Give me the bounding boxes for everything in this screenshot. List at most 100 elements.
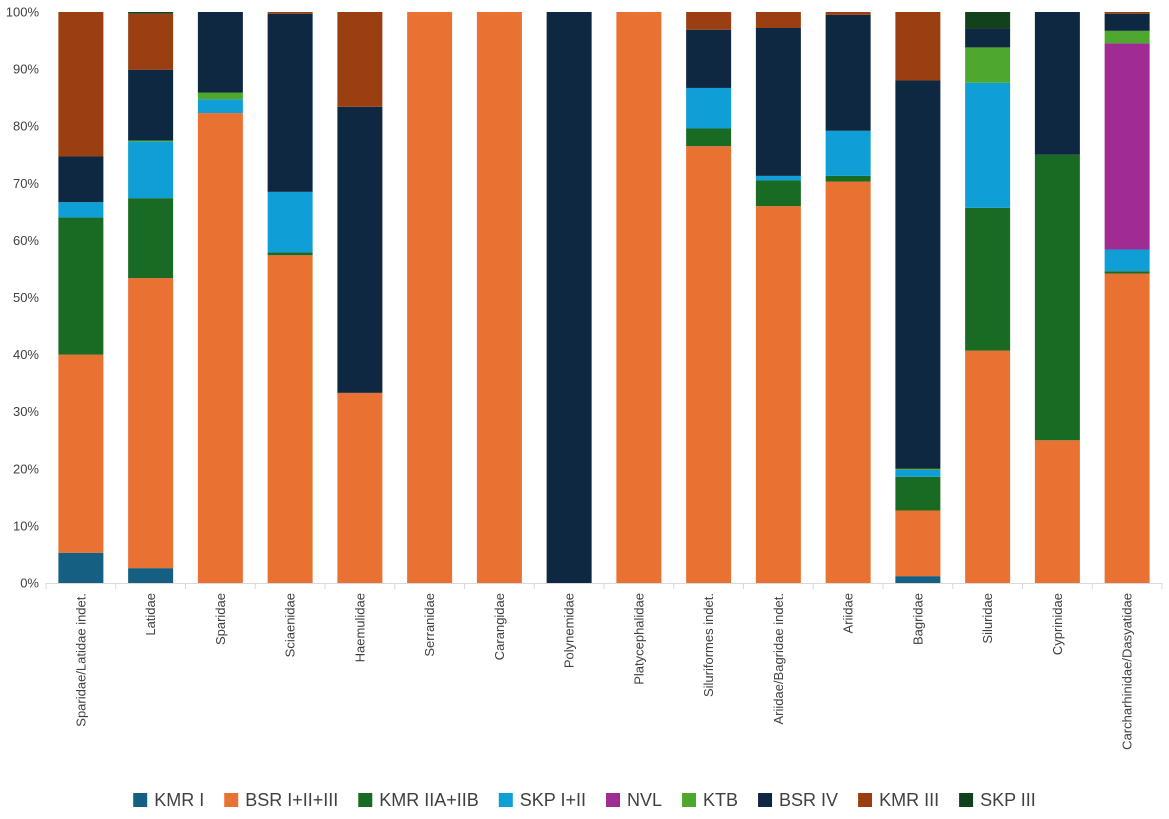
bar-segment: [128, 568, 174, 583]
x-tick-label: Ariidae/Bagridae indet.: [771, 593, 786, 725]
x-tick-label: Sparidae: [213, 593, 228, 645]
bar-segment: [197, 99, 243, 114]
bar-segment: [965, 207, 1011, 351]
bar-segment: [546, 12, 592, 583]
x-tick-label: Cyprinidae: [1050, 593, 1065, 655]
legend-swatch: [959, 793, 974, 807]
bar-segment: [337, 12, 383, 107]
legend-swatch: [606, 793, 621, 807]
bar-segment: [895, 469, 941, 477]
bar-segment: [58, 552, 104, 583]
y-tick-label: 50%: [13, 290, 39, 305]
bar-segment: [128, 140, 174, 142]
legend-label: KMR I: [154, 790, 204, 810]
bar-segment: [128, 12, 174, 14]
bar-segment: [1034, 154, 1080, 441]
bar-segment: [825, 12, 871, 15]
bar-segment: [686, 12, 732, 30]
bar-segment: [1104, 13, 1150, 31]
legend-label: KMR III: [879, 790, 939, 810]
bar-segment: [58, 354, 104, 553]
legend-swatch: [224, 793, 239, 807]
legend-swatch: [133, 793, 148, 807]
y-tick-label: 70%: [13, 176, 39, 191]
y-tick-label: 30%: [13, 404, 39, 419]
bar-segment: [1104, 30, 1150, 44]
legend-swatch: [498, 793, 513, 807]
bar-segment: [755, 175, 801, 181]
x-tick-label: Ariidae: [841, 593, 856, 633]
y-tick-label: 10%: [13, 518, 39, 533]
x-tick-label: Siluridae: [980, 593, 995, 644]
bar-segment: [197, 113, 243, 583]
legend-swatch: [858, 793, 873, 807]
bar-segment: [128, 141, 174, 199]
bar-segment: [895, 576, 941, 583]
bar-segment: [965, 12, 1011, 29]
bar-segment: [965, 47, 1011, 83]
legend-swatch: [682, 793, 697, 807]
bar-segment: [407, 12, 453, 583]
bar-segment: [965, 350, 1011, 583]
bar-segment: [1104, 273, 1150, 583]
bar-segment: [1104, 271, 1150, 274]
legend-swatch: [358, 793, 373, 807]
y-tick-label: 60%: [13, 233, 39, 248]
bar-segment: [337, 106, 383, 393]
bar-segment: [128, 278, 174, 569]
x-tick-label: Polynemidae: [562, 593, 577, 668]
bar-segment: [755, 206, 801, 583]
x-tick-label: Carangidae: [492, 593, 507, 660]
bar-segment: [267, 13, 313, 192]
x-tick-label: Sparidae/Latidae indet.: [73, 593, 88, 727]
bar-segment: [825, 181, 871, 583]
bar-segment: [337, 392, 383, 583]
bar-segment: [755, 180, 801, 207]
y-axis: 0% 10% 20% 30% 40% 50% 60% 70% 80% 90% 100%: [6, 5, 40, 591]
bar-segment: [895, 80, 941, 469]
y-tick-label: 40%: [13, 347, 39, 362]
bar-segment: [267, 191, 313, 253]
legend-swatch: [758, 793, 773, 807]
bar-segment: [1034, 440, 1080, 583]
x-tick-label: Siluriformes indet.: [701, 593, 716, 697]
bar-segment: [267, 12, 313, 14]
legend-label: SKP III: [980, 790, 1036, 810]
bar-segment: [58, 12, 104, 157]
bar-segment: [895, 510, 941, 577]
bar-segment: [895, 476, 941, 511]
bar-segment: [267, 252, 313, 256]
legend-label: SKP I+II: [520, 790, 586, 810]
bar-segment: [128, 69, 174, 141]
bar-segment: [267, 255, 313, 583]
legend-label: KMR IIA+IIB: [379, 790, 479, 810]
bar-segment: [686, 87, 732, 129]
bar-segment: [965, 82, 1011, 208]
bar-segment: [476, 12, 522, 583]
bar-segment: [128, 13, 174, 70]
bar-segment: [128, 198, 174, 279]
bar-segment: [686, 146, 732, 583]
bar-segment: [825, 14, 871, 131]
y-tick-label: 20%: [13, 461, 39, 476]
y-tick-label: 90%: [13, 62, 39, 77]
legend-label: BSR I+II+III: [245, 790, 338, 810]
legend-label: BSR IV: [779, 790, 838, 810]
x-tick-label: Platycephalidae: [631, 593, 646, 685]
bar-segment: [965, 28, 1011, 48]
bar-segment: [1104, 249, 1150, 272]
bar-segment: [825, 175, 871, 182]
x-tick-label: Carcharhinidae/Dasyatidae: [1120, 593, 1135, 750]
x-tick-label: Haemulidae: [352, 593, 367, 662]
bar-segment: [895, 12, 941, 81]
bar-segment: [197, 92, 243, 100]
x-axis: Sparidae/Latidae indet. Latidae Sparidae Sc…: [45, 583, 1163, 750]
x-tick-label: Latidae: [143, 593, 158, 636]
x-tick-label: Sciaenidae: [283, 593, 298, 657]
y-tick-label: 80%: [13, 119, 39, 134]
y-tick-label: 0%: [20, 576, 39, 591]
bar-segment: [686, 29, 732, 88]
x-tick-label: Serranidae: [422, 593, 437, 657]
